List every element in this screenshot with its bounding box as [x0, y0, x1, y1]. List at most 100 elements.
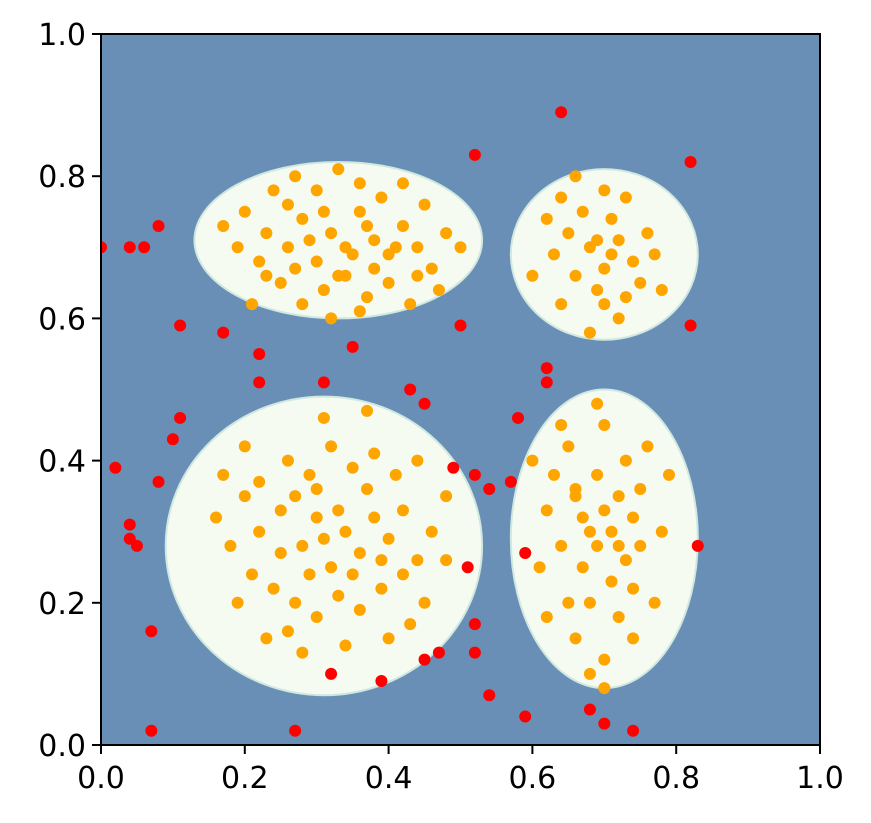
- inlier-point: [425, 525, 438, 538]
- inlier-point: [547, 468, 560, 481]
- outlier-point: [432, 646, 445, 659]
- x-tick-label: 0.8: [652, 761, 700, 796]
- y-tick-label: 1.0: [38, 18, 86, 53]
- outlier-point: [166, 433, 179, 446]
- inlier-point: [375, 582, 388, 595]
- inlier-point: [368, 234, 381, 247]
- inlier-point: [569, 269, 582, 282]
- plot-frame: [100, 33, 821, 746]
- inlier-point: [591, 397, 604, 410]
- outlier-point: [684, 319, 697, 332]
- data-points: [101, 106, 704, 737]
- inlier-point: [634, 276, 647, 289]
- inlier-point: [217, 468, 230, 481]
- inlier-point: [353, 177, 366, 190]
- outlier-point: [519, 547, 532, 560]
- inlier-point: [368, 262, 381, 275]
- inlier-point: [289, 490, 302, 503]
- inlier-point: [634, 539, 647, 552]
- inlier-point: [353, 205, 366, 218]
- outlier-point: [598, 717, 611, 730]
- inlier-point: [576, 511, 589, 524]
- inlier-point: [569, 483, 582, 496]
- outlier-point: [454, 319, 467, 332]
- inlier-point: [274, 504, 287, 517]
- inlier-point: [612, 312, 625, 325]
- bottom-left-cluster-region: [164, 395, 484, 697]
- inlier-point: [598, 682, 611, 695]
- inlier-point: [526, 269, 539, 282]
- inlier-point: [648, 248, 661, 261]
- inlier-point: [274, 276, 287, 289]
- inlier-point: [361, 219, 374, 232]
- y-tick-label: 0.6: [38, 302, 86, 337]
- outlier-point: [317, 376, 330, 389]
- inlier-point: [317, 283, 330, 296]
- inlier-point: [641, 440, 654, 453]
- inlier-point: [238, 440, 251, 453]
- inlier-point: [605, 212, 618, 225]
- outlier-point: [512, 411, 525, 424]
- inlier-point: [253, 255, 266, 268]
- inlier-point: [404, 618, 417, 631]
- inlier-point: [310, 611, 323, 624]
- outlier-point: [109, 461, 122, 474]
- inlier-point: [454, 241, 467, 254]
- inlier-point: [303, 234, 316, 247]
- inlier-point: [598, 262, 611, 275]
- x-tick-label: 1.0: [796, 761, 844, 796]
- outlier-point: [152, 219, 165, 232]
- inlier-point: [583, 326, 596, 339]
- inlier-point: [404, 298, 417, 311]
- outlier-point: [691, 539, 704, 552]
- inlier-point: [526, 454, 539, 467]
- y-tick-label: 0.8: [38, 160, 86, 195]
- outlier-point: [483, 689, 496, 702]
- inlier-point: [368, 447, 381, 460]
- inlier-point: [332, 269, 345, 282]
- outlier-point: [627, 724, 640, 737]
- inlier-point: [425, 262, 438, 275]
- inlier-point: [418, 198, 431, 211]
- inlier-point: [648, 596, 661, 609]
- inlier-point: [210, 511, 223, 524]
- inlier-point: [289, 596, 302, 609]
- inlier-point: [317, 411, 330, 424]
- inlier-point: [634, 483, 647, 496]
- inlier-point: [411, 241, 424, 254]
- inlier-point: [317, 205, 330, 218]
- inlier-point: [583, 596, 596, 609]
- inlier-point: [555, 419, 568, 432]
- inlier-point: [296, 212, 309, 225]
- outlier-point: [404, 383, 417, 396]
- inlier-point: [375, 554, 388, 567]
- inlier-point: [238, 490, 251, 503]
- inlier-point: [533, 561, 546, 574]
- inlier-point: [361, 404, 374, 417]
- inlier-point: [598, 184, 611, 197]
- inlier-point: [440, 554, 453, 567]
- inlier-point: [555, 191, 568, 204]
- inlier-point: [562, 227, 575, 240]
- inlier-point: [281, 625, 294, 638]
- outlier-point: [325, 667, 338, 680]
- top-right-cluster-region: [509, 168, 699, 341]
- outlier-point: [253, 347, 266, 360]
- outlier-point: [253, 376, 266, 389]
- inlier-point: [655, 283, 668, 296]
- y-axis: 0.0 0.2 0.4 0.6 0.8 1.0: [38, 18, 101, 764]
- inlier-point: [325, 440, 338, 453]
- inlier-point: [396, 219, 409, 232]
- outlier-point: [583, 703, 596, 716]
- outlier-point: [468, 468, 481, 481]
- inlier-point: [389, 468, 402, 481]
- inlier-point: [555, 298, 568, 311]
- inlier-point: [267, 184, 280, 197]
- inlier-point: [332, 163, 345, 176]
- inlier-point: [382, 632, 395, 645]
- outlier-point: [130, 539, 143, 552]
- inlier-point: [663, 468, 676, 481]
- x-tick-label: 0.2: [221, 761, 269, 796]
- inlier-point: [289, 262, 302, 275]
- outlier-point: [123, 518, 136, 531]
